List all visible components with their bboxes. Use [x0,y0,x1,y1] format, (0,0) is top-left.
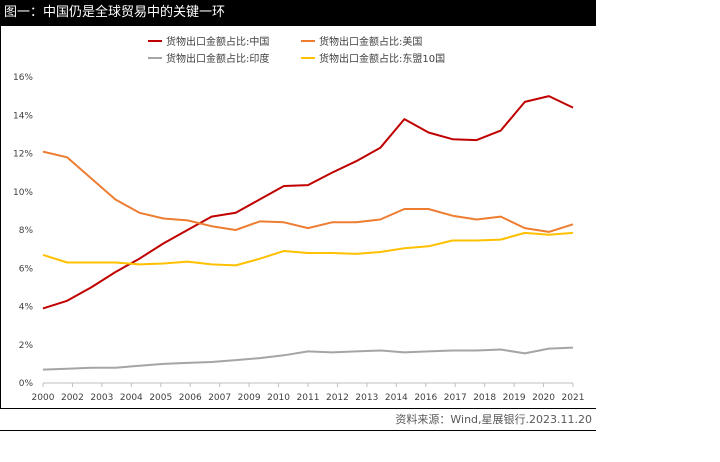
x-tick-label: 2014 [385,393,408,403]
x-tick-label: 2012 [326,393,349,403]
y-tick-label: 4% [19,303,34,313]
series-line-1 [42,150,574,233]
x-tick-label: 2002 [61,393,84,403]
x-tick-label: 2005 [149,393,172,403]
x-tick-label: 2013 [355,393,378,403]
y-tick-label: 14% [13,111,33,121]
series-line-3 [42,231,574,267]
frame-bottom-rule-2 [0,430,596,431]
x-tick-label: 2017 [444,393,467,403]
y-tick-label: 16% [13,73,33,83]
y-tick-label: 10% [13,188,33,198]
x-tick-label: 2011 [297,393,320,403]
y-tick-label: 0% [19,379,34,389]
x-tick-label: 2018 [473,393,496,403]
legend-label-2: 货物出口金额占比:印度 [166,52,269,65]
x-tick-label: 2010 [267,393,290,403]
legend-label-3: 货物出口金额占比:东盟10国 [319,52,445,65]
x-tick-label: 2004 [120,393,143,403]
x-tick-label: 2020 [532,393,555,403]
x-tick-label: 2006 [179,393,202,403]
x-tick-label: 2000 [32,393,55,403]
figure-title: 图一：中国仍是全球贸易中的关键一环 [0,0,596,26]
x-tick-label: 2009 [238,393,261,403]
x-tick-label: 2007 [208,393,231,403]
y-tick-label: 2% [19,341,34,351]
chart-axes: 0% 2% 4% 6% 8% 10% 12% 14% 16% 2000 2002 2003 2004 20… [13,73,584,403]
x-tick-label: 2003 [90,393,113,403]
x-tick-label: 2016 [414,393,437,403]
source-note: 资料来源：Wind,星展银行.2023.11.20 [395,413,592,426]
y-tick-label: 6% [19,264,34,274]
series-line-2 [42,346,574,371]
y-tick-label: 12% [13,150,33,160]
chart-lines [42,95,574,371]
frame-bottom-rule [0,408,596,409]
frame-left-rule [0,26,1,408]
legend-label-1: 货物出口金额占比:美国 [319,35,422,48]
series-line-0 [42,95,574,310]
x-tick-label: 2021 [562,393,585,403]
legend-label-0: 货物出口金额占比:中国 [166,35,269,48]
x-tick-label: 2019 [503,393,526,403]
y-tick-label: 8% [19,226,34,236]
